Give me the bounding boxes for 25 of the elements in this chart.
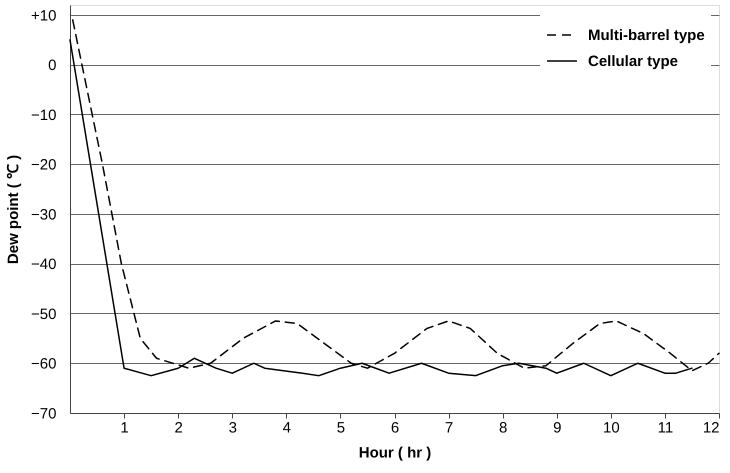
- y-tick-label: −70: [31, 406, 56, 422]
- y-tick-label: −40: [31, 256, 56, 274]
- x-tick-label: 11: [658, 420, 674, 436]
- y-tick-label: −60: [31, 356, 56, 373]
- y-tick-label: +10: [31, 7, 56, 24]
- x-tick-label: 4: [282, 420, 292, 436]
- x-tick-label: 1: [120, 420, 129, 436]
- x-tick-label: 7: [444, 420, 454, 436]
- x-tick-label: 3: [228, 420, 237, 436]
- x-tick-label: 10: [602, 420, 620, 436]
- x-tick-label: 6: [390, 420, 400, 436]
- y-tick-label: 0: [48, 57, 56, 74]
- legend-label: Multi-barrel type: [588, 27, 705, 44]
- y-tick-label: −20: [31, 156, 56, 174]
- x-tick-label: 9: [553, 420, 562, 436]
- y-tick-label: −50: [31, 306, 56, 323]
- x-tick-label: 12: [702, 420, 720, 436]
- x-tick-label: 5: [336, 420, 346, 436]
- x-tick-label: 2: [174, 420, 183, 436]
- y-tick-label: −10: [31, 106, 56, 124]
- x-tick-label: 8: [498, 420, 508, 436]
- legend-label: Cellular type: [588, 53, 678, 70]
- x-axis-title: Hour ( hr ): [358, 444, 432, 462]
- y-axis-title: Dew point ( ℃ ): [5, 154, 22, 264]
- y-tick-label: −30: [31, 206, 56, 224]
